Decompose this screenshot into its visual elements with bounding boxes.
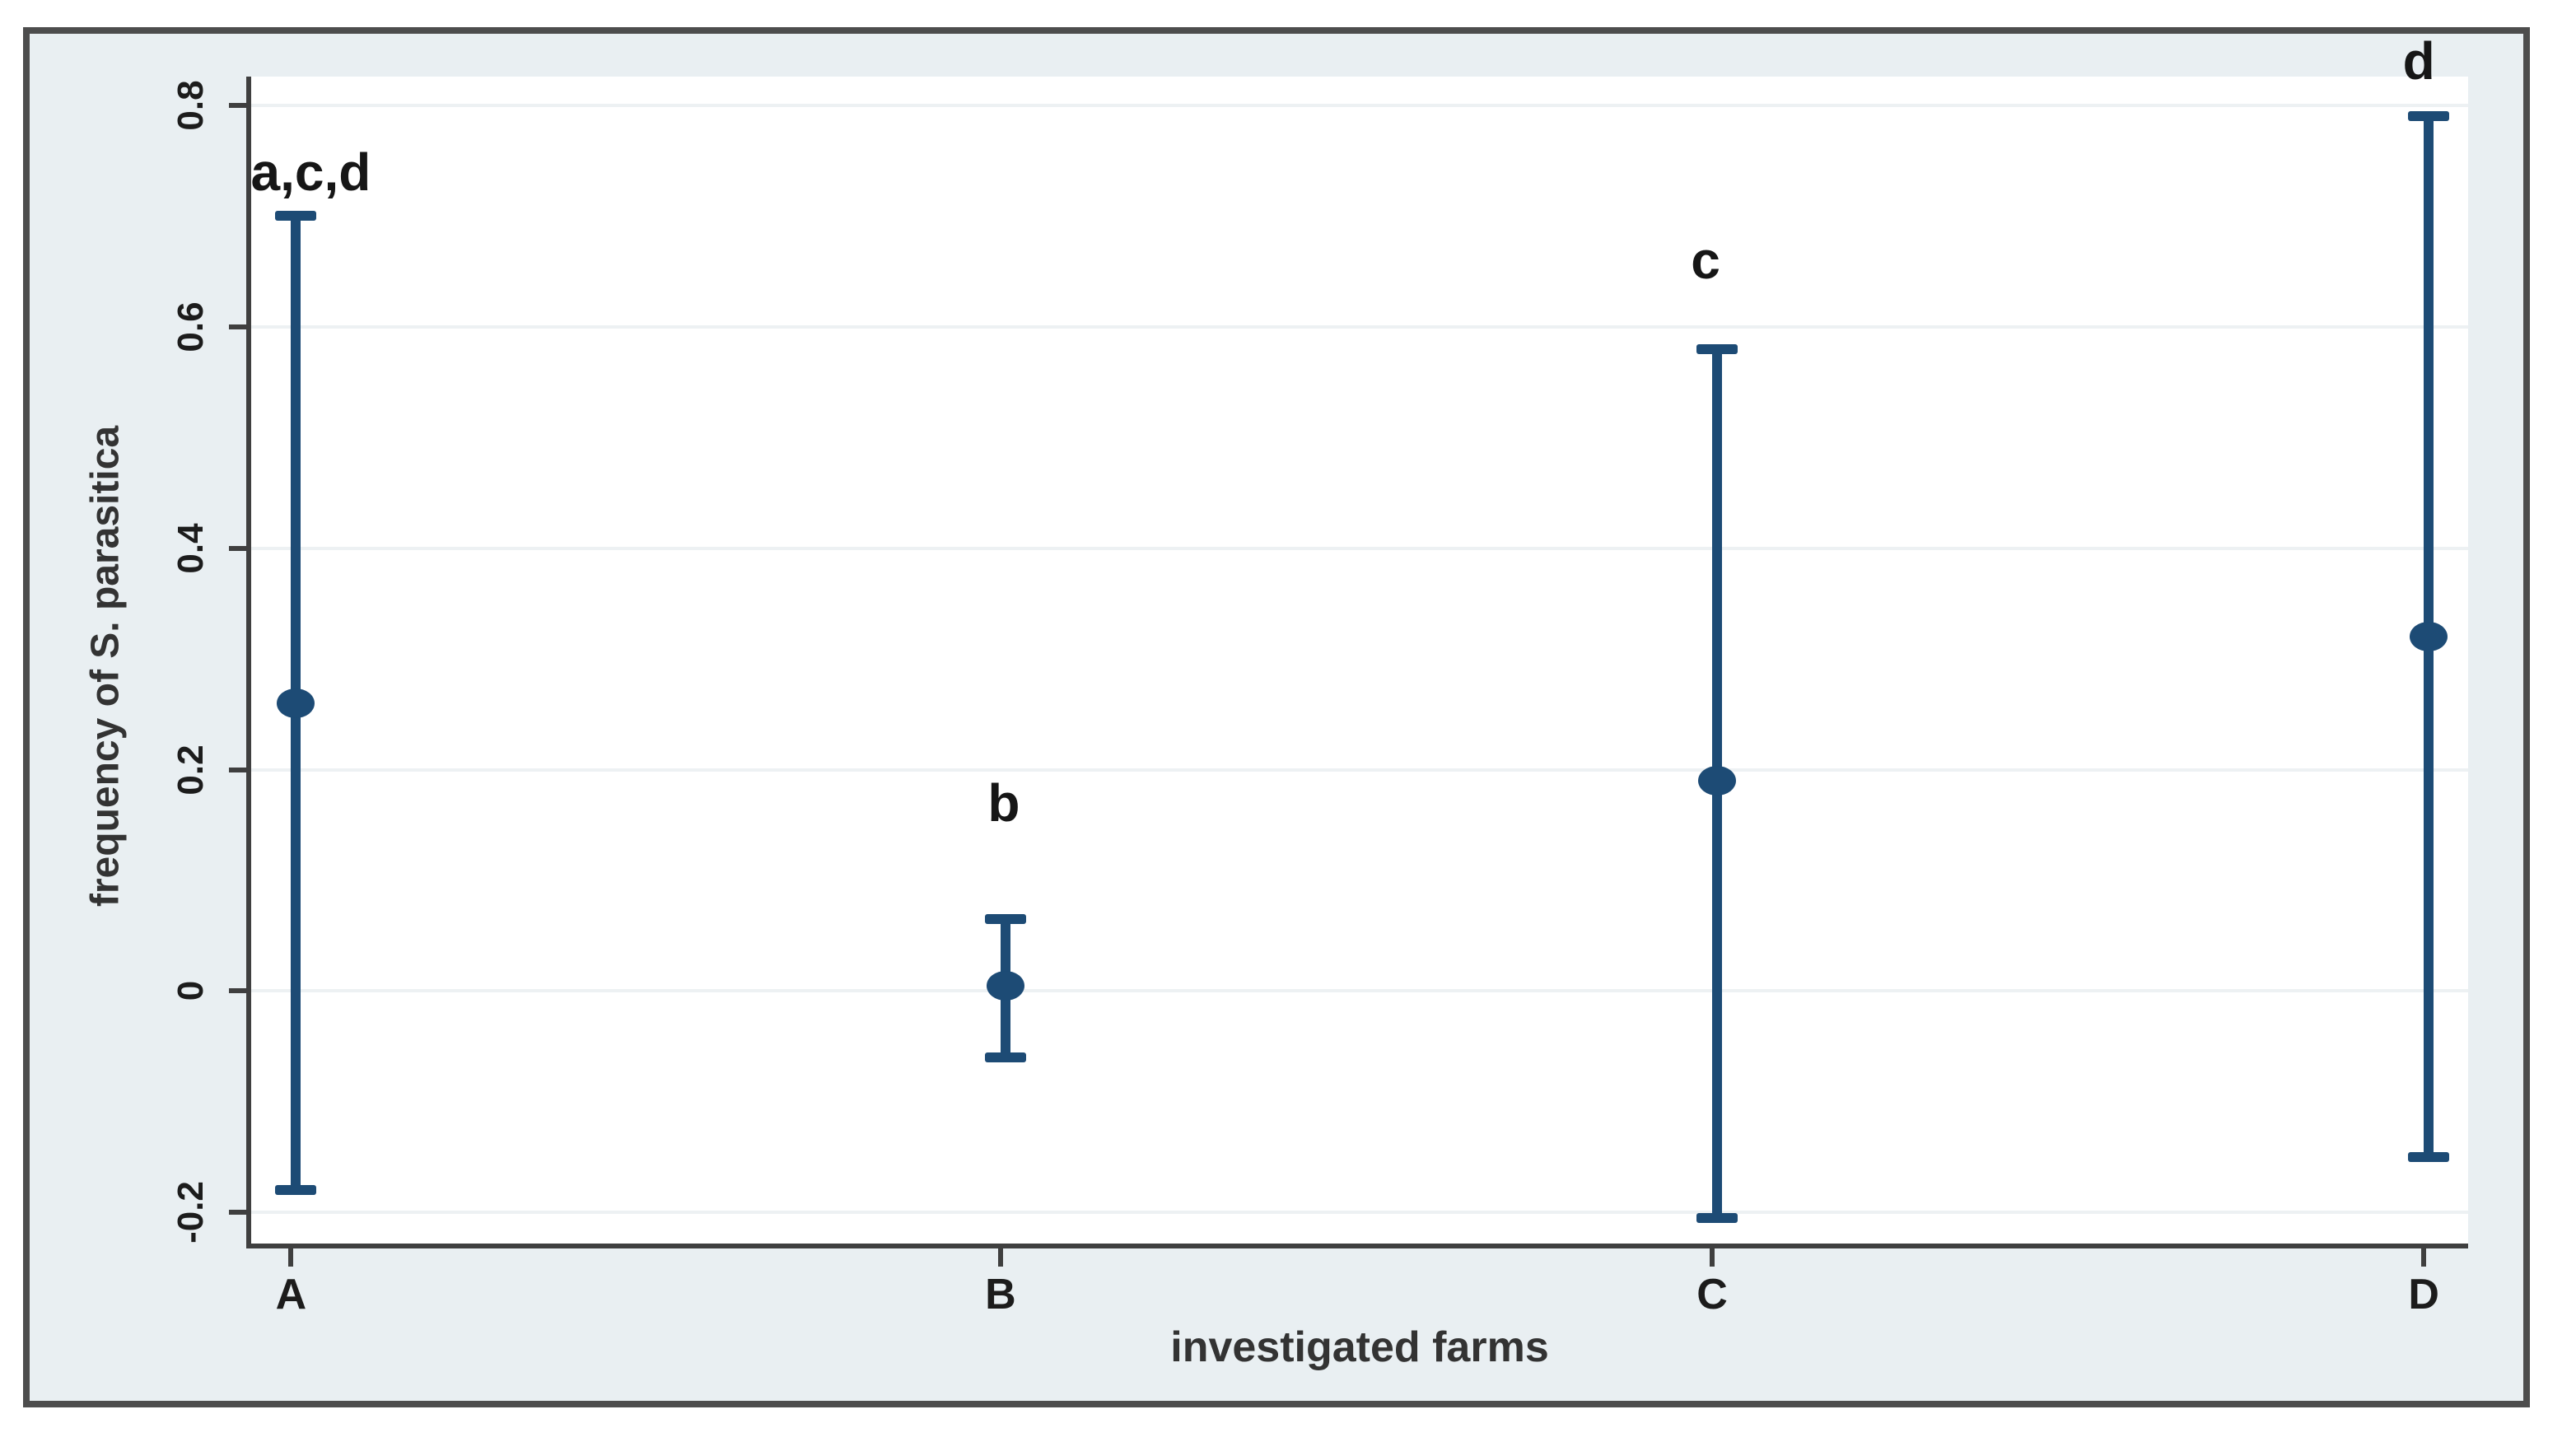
error-bar-cap-bottom xyxy=(2408,1152,2450,1163)
gridline xyxy=(251,768,2468,772)
error-bar-cap-top xyxy=(984,914,1026,925)
error-bar-cap-bottom xyxy=(984,1052,1026,1063)
gridline xyxy=(251,324,2468,329)
data-point-marker xyxy=(277,688,315,718)
error-bar-cap-top xyxy=(2408,111,2450,122)
plot-inner xyxy=(251,77,2468,1244)
data-point-marker xyxy=(1698,766,1737,796)
gridline xyxy=(251,1211,2468,1215)
error-bar-cap-bottom xyxy=(275,1185,317,1196)
x-axis-title: investigated farms xyxy=(1170,1323,1549,1371)
error-bar-cap-bottom xyxy=(1696,1213,1738,1224)
error-bar-cap-top xyxy=(275,211,317,222)
error-bar-cap-top xyxy=(1696,343,1738,354)
gridline xyxy=(251,989,2468,993)
gridline xyxy=(251,103,2468,107)
plot-area xyxy=(246,77,2468,1248)
data-point-marker xyxy=(986,970,1024,1001)
y-axis-title: frequency of S. parasitica xyxy=(83,425,128,908)
data-point-marker xyxy=(2410,622,2448,652)
gridline xyxy=(251,546,2468,550)
